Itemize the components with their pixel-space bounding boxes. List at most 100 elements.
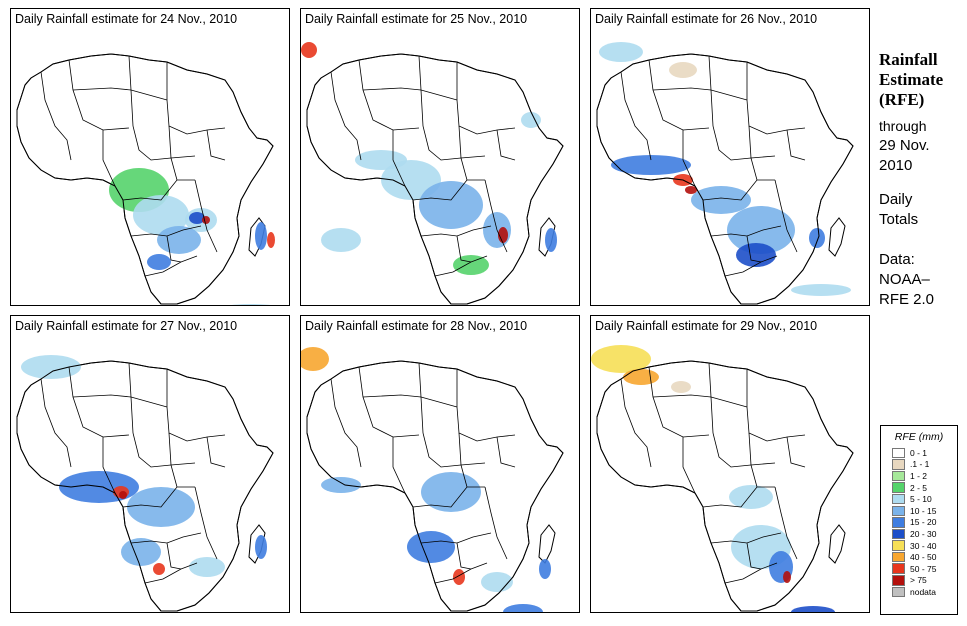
legend-item: > 75 xyxy=(892,575,957,587)
country-border xyxy=(620,71,652,161)
country-border xyxy=(144,562,198,584)
legend-swatch xyxy=(892,482,905,493)
data-label: Data: xyxy=(879,251,915,268)
country-border xyxy=(746,369,806,442)
legend-swatch xyxy=(892,447,905,459)
country-border xyxy=(496,436,516,468)
rainfall-area xyxy=(453,569,465,585)
panel-title: Daily Rainfall estimate for 25 Nov., 201… xyxy=(301,9,579,31)
rainfall-area xyxy=(591,345,651,373)
country-border xyxy=(648,59,710,131)
rainfall-area xyxy=(545,228,557,252)
map-panel-26-nov: Daily Rainfall estimate for 26 Nov., 201… xyxy=(590,8,870,306)
country-border xyxy=(710,396,748,408)
rainfall-area xyxy=(121,538,161,566)
legend-swatch xyxy=(892,470,905,482)
country-border xyxy=(122,179,195,201)
country-border xyxy=(702,179,775,201)
rainfall-area xyxy=(231,304,271,305)
country-border xyxy=(420,89,458,101)
rainfall-map xyxy=(591,337,869,612)
legend-swatch xyxy=(892,551,905,563)
country-border xyxy=(422,125,486,161)
country-border xyxy=(746,62,806,135)
rainfall-area xyxy=(255,535,267,559)
rainfall-map xyxy=(301,337,579,612)
daily-totals: Daily Totals xyxy=(879,190,918,230)
island-outline xyxy=(828,524,846,564)
legend-label: 30 - 40 xyxy=(910,540,937,551)
legend-swatch xyxy=(892,528,905,540)
legend-label: 10 - 15 xyxy=(910,505,937,516)
coastline xyxy=(16,53,274,305)
rainfall-area xyxy=(481,572,513,592)
country-border xyxy=(194,486,218,560)
map-panel-24-nov: Daily Rainfall estimate for 24 Nov., 201… xyxy=(10,8,290,306)
rainfall-area xyxy=(736,243,776,267)
rainfall-area xyxy=(157,226,201,254)
country-border xyxy=(786,436,806,468)
data-version-line: RFE 2.0 xyxy=(879,291,935,308)
legend-item: 30 - 40 xyxy=(892,540,957,552)
country-border xyxy=(130,396,168,408)
country-border xyxy=(412,486,485,508)
title-line: Estimate xyxy=(879,70,944,89)
country-border xyxy=(412,179,485,201)
legend-item: 50 - 75 xyxy=(892,563,957,575)
country-border xyxy=(434,562,488,584)
country-border xyxy=(458,432,468,488)
island-outline xyxy=(828,217,846,257)
coastline xyxy=(306,53,564,305)
rainfall-area xyxy=(623,369,659,385)
legend-label: 15 - 20 xyxy=(910,517,937,528)
rainfall-area xyxy=(791,284,851,296)
rainfall-area xyxy=(783,571,791,583)
country-border xyxy=(456,369,516,442)
country-border xyxy=(484,179,508,253)
legend-swatch xyxy=(892,493,905,505)
map-panel-28-nov: Daily Rainfall estimate for 28 Nov., 201… xyxy=(300,315,580,613)
coastline xyxy=(596,360,854,612)
through-date-line: 29 Nov. xyxy=(879,137,930,154)
rainfall-area xyxy=(419,181,483,229)
rainfall-area xyxy=(202,216,210,224)
rainfall-area xyxy=(421,472,481,512)
legend-swatch xyxy=(892,563,905,574)
rainfall-area xyxy=(599,42,643,62)
rainfall-area xyxy=(521,112,541,128)
panel-title: Daily Rainfall estimate for 27 Nov., 201… xyxy=(11,316,289,338)
rainfall-area xyxy=(301,42,317,58)
through-year-line: 2010 xyxy=(879,157,913,174)
country-border xyxy=(102,130,116,187)
data-source: Data: NOAA– RFE 2.0 xyxy=(879,250,934,310)
coastline xyxy=(306,360,564,612)
country-border xyxy=(434,255,488,277)
legend-item: 10 - 15 xyxy=(892,505,957,517)
country-border xyxy=(330,71,362,161)
rainfall-area xyxy=(21,355,81,379)
legend-item: 40 - 50 xyxy=(892,551,957,563)
country-border xyxy=(746,235,762,263)
map-panel-25-nov: Daily Rainfall estimate for 25 Nov., 201… xyxy=(300,8,580,306)
legend-label: 20 - 30 xyxy=(910,528,937,539)
title-line: (RFE) xyxy=(879,90,925,109)
rainfall-area xyxy=(809,228,825,248)
coastline xyxy=(16,360,274,612)
country-border xyxy=(456,62,516,135)
rainfall-area xyxy=(255,222,267,250)
island-outline xyxy=(538,524,556,564)
through-label: through xyxy=(879,118,927,134)
country-border xyxy=(194,179,218,253)
country-border xyxy=(712,432,776,468)
legend-title: RFE (mm) xyxy=(894,431,944,443)
legend-label: nodata xyxy=(910,586,936,597)
legend-label: 0 - 1 xyxy=(910,447,928,458)
legend-swatch xyxy=(892,517,905,528)
country-border xyxy=(132,125,196,161)
country-border xyxy=(746,542,762,570)
country-border xyxy=(392,130,406,187)
country-border xyxy=(358,59,420,131)
country-border xyxy=(166,235,182,263)
country-border xyxy=(710,89,748,101)
country-border xyxy=(724,562,778,584)
